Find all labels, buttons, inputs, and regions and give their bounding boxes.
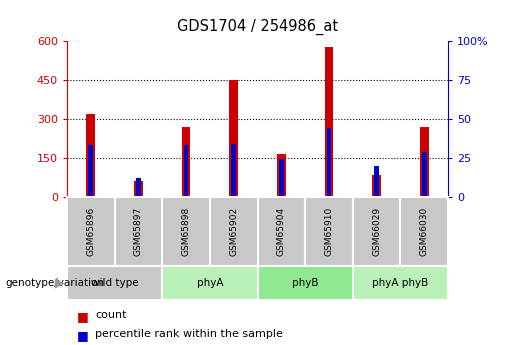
Bar	[258, 197, 305, 266]
Text: ▶: ▶	[55, 276, 64, 289]
Bar	[162, 266, 258, 300]
Bar	[210, 197, 258, 266]
Bar	[258, 266, 353, 300]
Bar	[67, 197, 115, 266]
Bar	[277, 154, 286, 197]
Bar	[353, 266, 448, 300]
Text: phyA phyB: phyA phyB	[372, 278, 428, 288]
Bar	[327, 128, 331, 197]
Text: percentile rank within the sample: percentile rank within the sample	[95, 329, 283, 339]
Text: ■: ■	[77, 310, 89, 324]
Bar	[420, 127, 428, 197]
Bar	[374, 166, 379, 197]
Bar	[422, 152, 426, 197]
Bar	[279, 159, 284, 197]
Text: ■: ■	[77, 329, 89, 343]
Bar	[184, 146, 188, 197]
Text: GSM65904: GSM65904	[277, 207, 286, 256]
Bar	[67, 266, 162, 300]
Text: phyA: phyA	[197, 278, 223, 288]
Bar	[134, 181, 143, 197]
Text: wild type: wild type	[91, 278, 139, 288]
Bar	[229, 80, 238, 197]
Bar	[372, 175, 381, 197]
Text: count: count	[95, 310, 127, 321]
Bar	[136, 178, 141, 197]
Bar	[401, 197, 448, 266]
Text: GDS1704 / 254986_at: GDS1704 / 254986_at	[177, 19, 338, 35]
Text: GSM66029: GSM66029	[372, 207, 381, 256]
Bar	[162, 197, 210, 266]
Bar	[324, 47, 333, 197]
Text: GSM66030: GSM66030	[420, 207, 428, 256]
Bar	[353, 197, 401, 266]
Text: GSM65896: GSM65896	[87, 207, 95, 256]
Text: genotype/variation: genotype/variation	[5, 278, 104, 288]
Bar	[305, 197, 353, 266]
Bar	[182, 127, 191, 197]
Bar	[231, 144, 236, 197]
Text: GSM65902: GSM65902	[229, 207, 238, 256]
Bar	[87, 114, 95, 197]
Text: GSM65910: GSM65910	[324, 207, 333, 256]
Text: GSM65898: GSM65898	[182, 207, 191, 256]
Bar	[89, 146, 93, 197]
Text: GSM65897: GSM65897	[134, 207, 143, 256]
Bar	[114, 197, 162, 266]
Text: phyB: phyB	[292, 278, 318, 288]
